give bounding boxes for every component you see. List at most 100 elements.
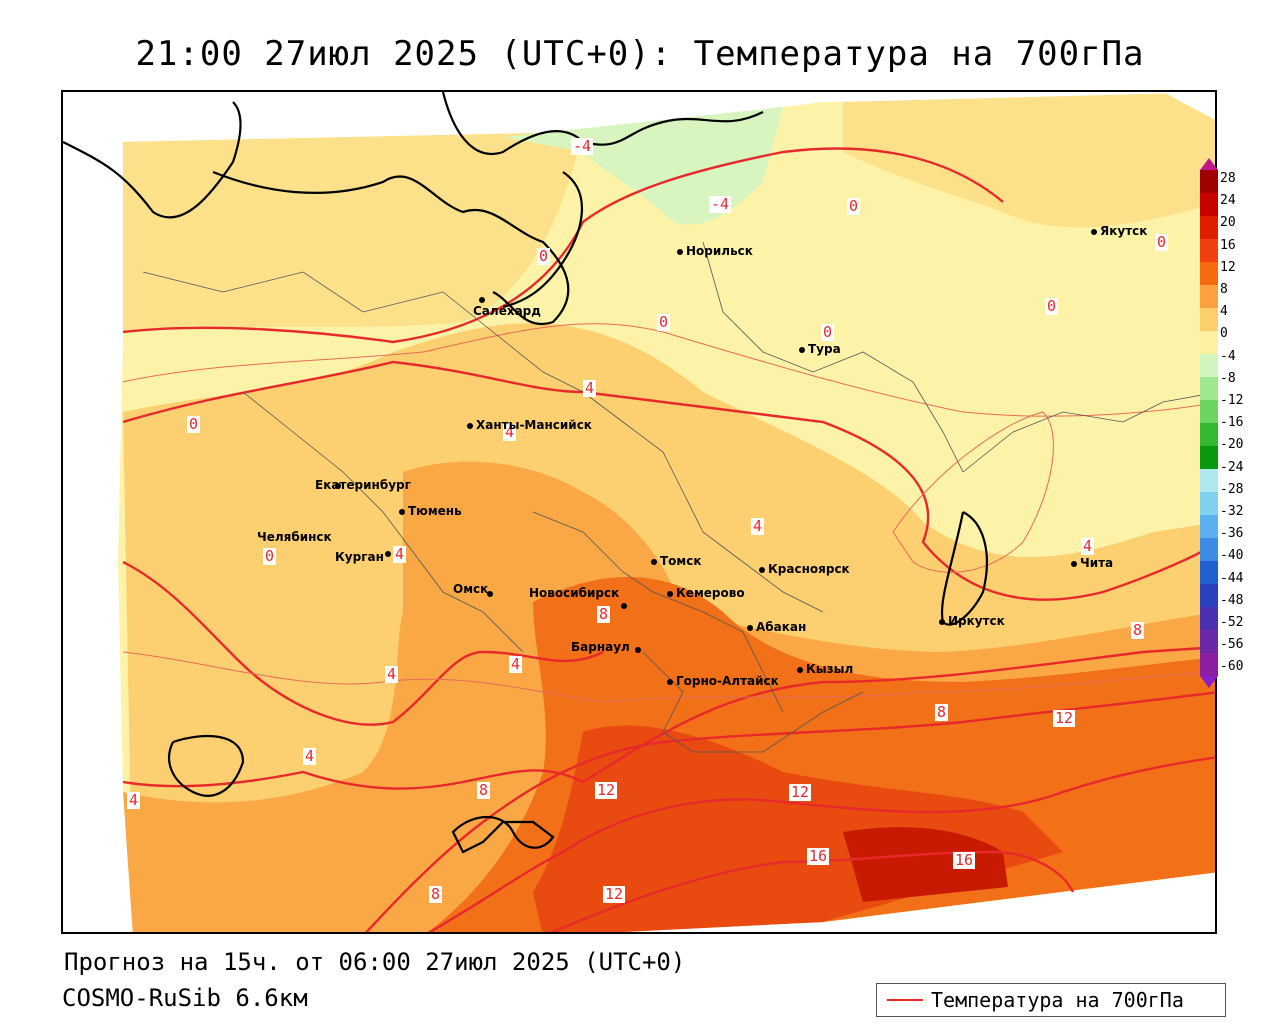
colorbar-cell xyxy=(1200,584,1218,608)
contour-label: 4 xyxy=(583,379,597,397)
contour-label: 0 xyxy=(1155,233,1169,251)
colorbar-label: -32 xyxy=(1220,504,1244,520)
city-label: Абакан xyxy=(756,620,807,634)
colorbar-cell xyxy=(1200,377,1218,401)
contour-label: 4 xyxy=(503,423,517,441)
city-marker: Ханты-Мансийск xyxy=(467,418,592,432)
contour-label: 0 xyxy=(657,313,671,331)
contour-label: 8 xyxy=(477,781,491,799)
city-marker: Абакан xyxy=(747,620,806,634)
contour-label: 12 xyxy=(603,885,626,903)
colorbar-label: -44 xyxy=(1220,570,1244,586)
legend-line-swatch xyxy=(887,999,923,1001)
contour-label: 8 xyxy=(429,885,443,903)
contour-label: 4 xyxy=(393,545,407,563)
city-marker: Кемерово xyxy=(667,586,745,600)
contour-label: 0 xyxy=(847,197,861,215)
colorbar-label: -20 xyxy=(1220,437,1244,453)
contour-label: 16 xyxy=(953,851,976,869)
city-marker: Иркутск xyxy=(939,614,1005,628)
city-label: Тура xyxy=(808,342,841,356)
contour-label: 8 xyxy=(1131,621,1145,639)
city-label: Чита xyxy=(1080,556,1114,570)
colorbar-label: -52 xyxy=(1220,615,1244,631)
admin-borders xyxy=(142,241,1215,753)
city-label: Екатеринбург xyxy=(315,478,411,492)
contour-label: 0 xyxy=(263,547,277,565)
city-label: Кызыл xyxy=(806,662,854,676)
colorbar-cell xyxy=(1200,653,1218,677)
colorbar-cell xyxy=(1200,262,1218,286)
contour-label: 0 xyxy=(821,323,835,341)
colorbar-arrow-bottom xyxy=(1200,676,1218,688)
city-label: Томск xyxy=(660,554,702,568)
colorbar-cell xyxy=(1200,308,1218,332)
colorbar-label: 4 xyxy=(1220,304,1228,320)
colorbar-cell xyxy=(1200,538,1218,562)
colorbar-label: 24 xyxy=(1220,193,1236,209)
city-marker: Якутск xyxy=(1091,224,1147,238)
city-marker: Тура xyxy=(799,342,841,356)
contour-label: -4 xyxy=(571,137,594,155)
colorbar-label: -40 xyxy=(1220,548,1244,564)
colorbar-label: 28 xyxy=(1220,171,1236,186)
city-label: Тюмень xyxy=(408,504,462,518)
colorbar-label: -48 xyxy=(1220,592,1244,608)
colorbar-label: -56 xyxy=(1220,637,1244,653)
colorbar-label: -12 xyxy=(1220,393,1244,409)
legend: Температура на 700гПа xyxy=(876,983,1226,1017)
city-label: Курган xyxy=(335,550,384,564)
colorbar-arrow-top xyxy=(1200,158,1218,170)
city-label: Челябинск xyxy=(257,530,332,544)
contour-label: 4 xyxy=(385,665,399,683)
contour-label: -4 xyxy=(709,195,732,213)
colorbar-cell xyxy=(1200,193,1218,217)
contour-label: 8 xyxy=(935,703,949,721)
contour-label: 4 xyxy=(1081,537,1095,555)
colorbar-cell xyxy=(1200,469,1218,493)
city-marker: Тюмень xyxy=(399,504,462,518)
colorbar-label: -60 xyxy=(1220,659,1244,675)
contour-label: 0 xyxy=(537,247,551,265)
colorbar-cell xyxy=(1200,446,1218,470)
contour-label: 0 xyxy=(1045,297,1059,315)
colorbar-cell xyxy=(1200,170,1218,194)
city-label: Салехард xyxy=(473,304,541,318)
contour-label: 8 xyxy=(597,605,611,623)
colorbar-cell xyxy=(1200,515,1218,539)
contour-label: 0 xyxy=(187,415,201,433)
zone-cold xyxy=(503,107,783,225)
city-label: Иркутск xyxy=(948,614,1005,628)
colorbar-label: 20 xyxy=(1220,215,1236,231)
city-marker: Кызыл xyxy=(797,662,853,676)
legend-label: Температура на 700гПа xyxy=(931,988,1184,1012)
colorbar-label: -8 xyxy=(1220,370,1236,386)
city-marker xyxy=(635,642,644,656)
colorbar-cell xyxy=(1200,630,1218,654)
city-marker xyxy=(487,586,496,600)
colorbar-label: 16 xyxy=(1220,237,1236,253)
colorbar-cell xyxy=(1200,561,1218,585)
colorbar-label: -16 xyxy=(1220,415,1244,431)
model-name: COSMO-RuSib 6.6км xyxy=(62,984,308,1012)
city-label: Ханты-Мансийск xyxy=(476,418,592,432)
city-label: Якутск xyxy=(1100,224,1148,238)
city-label: Горно-Алтайск xyxy=(676,674,779,688)
colorbar-cell xyxy=(1200,607,1218,631)
map-title: 21:00 27июл 2025 (UTC+0): Температура на… xyxy=(135,34,1145,74)
colorbar-cell xyxy=(1200,216,1218,240)
city-label: Норильск xyxy=(686,244,753,258)
colorbar-label: -4 xyxy=(1220,348,1236,364)
colorbar xyxy=(1200,158,1218,688)
city-marker: Норильск xyxy=(677,244,753,258)
city-marker xyxy=(479,292,488,306)
colorbar-labels: 28 24 20 16 12 8 4 0 -4 -8 -12 -16 -20 -… xyxy=(1220,168,1243,679)
city-marker: Томск xyxy=(651,554,702,568)
city-label: Красноярск xyxy=(768,562,850,576)
contour-label: 4 xyxy=(303,747,317,765)
colorbar-cell xyxy=(1200,331,1218,355)
contour-label: 12 xyxy=(595,781,618,799)
contour-label: 4 xyxy=(127,791,141,809)
city-label: Омск xyxy=(453,582,489,596)
city-label: Барнаул xyxy=(571,640,630,654)
